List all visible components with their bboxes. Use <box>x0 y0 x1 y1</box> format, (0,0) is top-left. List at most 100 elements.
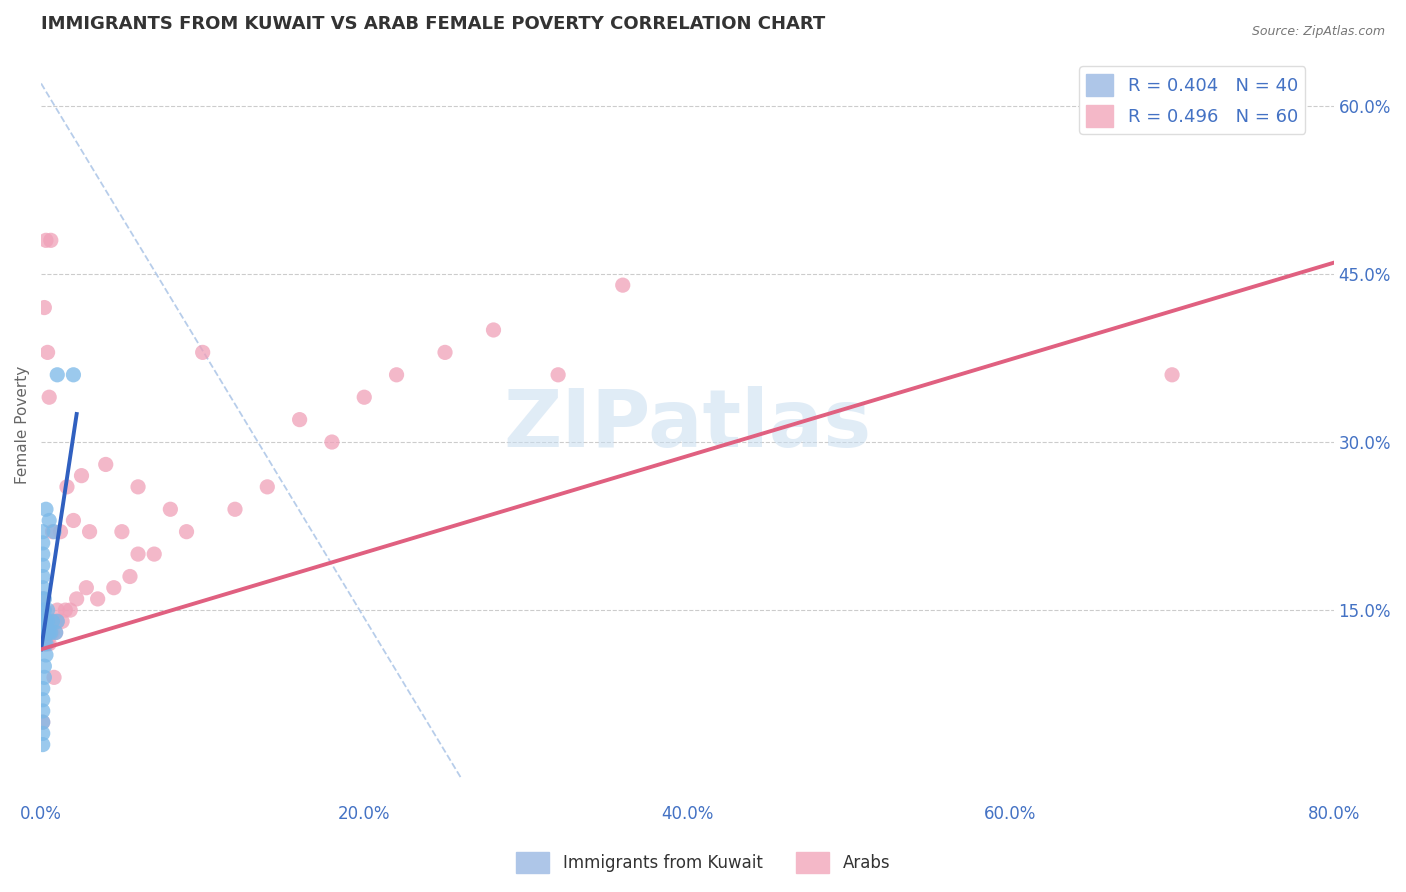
Point <box>31 615 53 629</box>
Point <box>38 615 60 629</box>
Point <box>385 368 408 382</box>
Point <box>86 591 108 606</box>
Point <box>79 524 101 539</box>
Legend: Immigrants from Kuwait, Arabs: Immigrants from Kuwait, Arabs <box>509 846 897 880</box>
Point <box>38 637 60 651</box>
Point <box>31 738 53 752</box>
Point <box>31 591 53 606</box>
Point <box>31 536 53 550</box>
Point <box>37 603 59 617</box>
Point <box>70 468 93 483</box>
Point <box>35 615 58 629</box>
Text: Source: ZipAtlas.com: Source: ZipAtlas.com <box>1251 25 1385 38</box>
Point <box>31 603 53 617</box>
Point <box>31 581 53 595</box>
Point <box>39 615 62 629</box>
Point <box>31 558 53 573</box>
Point <box>31 704 53 718</box>
Point <box>191 345 214 359</box>
Point <box>31 603 53 617</box>
Point <box>46 368 69 382</box>
Text: ZIPatlas: ZIPatlas <box>503 386 872 464</box>
Point <box>39 625 62 640</box>
Point <box>34 625 56 640</box>
Point <box>56 480 79 494</box>
Point <box>256 480 278 494</box>
Point <box>75 581 97 595</box>
Point <box>482 323 505 337</box>
Point <box>34 615 56 629</box>
Point <box>31 591 53 606</box>
Point <box>31 625 53 640</box>
Point <box>45 625 67 640</box>
Point <box>45 625 67 640</box>
Point <box>31 726 53 740</box>
Point <box>34 603 56 617</box>
Point <box>34 637 56 651</box>
Point <box>37 625 59 640</box>
Point <box>42 524 65 539</box>
Point <box>34 591 56 606</box>
Point <box>38 513 60 527</box>
Point <box>1161 368 1184 382</box>
Point <box>224 502 246 516</box>
Point <box>42 670 65 684</box>
Point <box>127 480 149 494</box>
Point <box>31 615 53 629</box>
Point <box>38 625 60 640</box>
Point <box>31 524 53 539</box>
Point <box>321 435 343 450</box>
Point <box>35 637 58 651</box>
Point <box>34 659 56 673</box>
Point <box>35 233 58 247</box>
Point <box>62 368 84 382</box>
Point <box>66 591 89 606</box>
Point <box>35 625 58 640</box>
Point <box>143 547 166 561</box>
Point <box>159 502 181 516</box>
Point <box>46 615 69 629</box>
Point <box>37 615 59 629</box>
Point <box>31 715 53 730</box>
Point <box>46 615 69 629</box>
Point <box>353 390 375 404</box>
Point <box>127 547 149 561</box>
Point <box>41 625 63 640</box>
Point <box>103 581 125 595</box>
Point <box>34 670 56 684</box>
Point <box>41 524 63 539</box>
Point <box>35 625 58 640</box>
Point <box>51 615 73 629</box>
Point <box>35 648 58 662</box>
Point <box>41 615 63 629</box>
Point <box>62 513 84 527</box>
Point <box>37 345 59 359</box>
Point <box>176 524 198 539</box>
Legend: R = 0.404   N = 40, R = 0.496   N = 60: R = 0.404 N = 40, R = 0.496 N = 60 <box>1078 66 1305 134</box>
Point <box>547 368 569 382</box>
Point <box>38 390 60 404</box>
Point <box>37 637 59 651</box>
Text: IMMIGRANTS FROM KUWAIT VS ARAB FEMALE POVERTY CORRELATION CHART: IMMIGRANTS FROM KUWAIT VS ARAB FEMALE PO… <box>41 15 825 33</box>
Point <box>34 615 56 629</box>
Point <box>46 603 69 617</box>
Point <box>49 524 72 539</box>
Point <box>53 603 76 617</box>
Point <box>31 692 53 706</box>
Point <box>118 569 141 583</box>
Y-axis label: Female Poverty: Female Poverty <box>15 366 30 484</box>
Point <box>34 301 56 315</box>
Point <box>35 502 58 516</box>
Point <box>31 715 53 730</box>
Point <box>31 681 53 696</box>
Point <box>42 615 65 629</box>
Point <box>34 637 56 651</box>
Point <box>111 524 134 539</box>
Point <box>39 233 62 247</box>
Point <box>39 625 62 640</box>
Point <box>434 345 457 359</box>
Point <box>34 625 56 640</box>
Point <box>37 625 59 640</box>
Point <box>35 637 58 651</box>
Point <box>59 603 82 617</box>
